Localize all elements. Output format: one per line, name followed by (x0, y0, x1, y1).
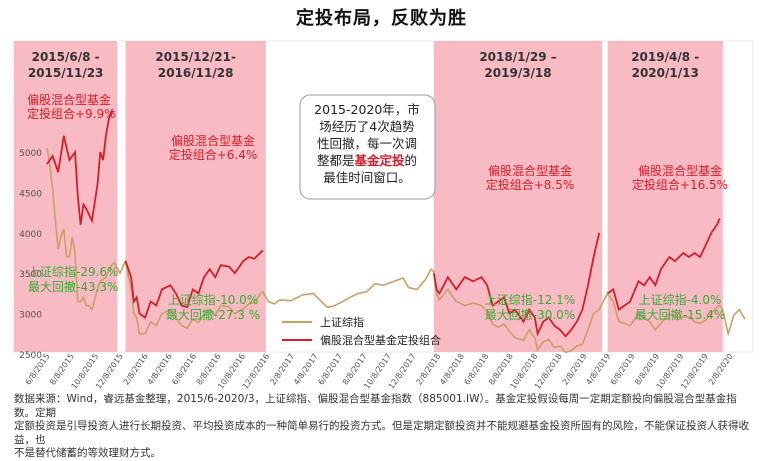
y-tick-label: 4000 (19, 230, 42, 240)
dca-chart: 2015/6/8 - 2015/11/23 2015/12/21- 2016/11/2… (13, 40, 754, 391)
period-shade-3 (433, 41, 603, 352)
fund-label-3-line-1: 偏股混合型基金 (488, 163, 572, 178)
y-tick-label: 2500 (19, 351, 42, 361)
footnote-line-2: 定额投资是引导投资人进行长期投资、平均投资成本的一种简单易行的投资方式。但是定期… (14, 420, 749, 446)
annotation-line-1: 2015-2020年，市 (314, 102, 420, 117)
period-shade-2 (125, 41, 266, 352)
fund-label-1-line-2: 定投组合+9.9% (27, 106, 116, 121)
annotation-box (299, 94, 436, 200)
annotation-line-5: 最佳时间窗口。 (323, 170, 411, 185)
fund-label-4-line-2: 定投组合+16.5% (632, 177, 728, 192)
index-label-2-line-1: 上证综指-10.0% (168, 292, 258, 307)
footnote-line-1: 数据来源：Wind，睿远基金整理，2015/6-2020/3，上证综指、偏股混合… (14, 393, 737, 419)
series-line-fund-1 (46, 110, 115, 225)
period-header-4-line-2: 2020/1/13 (632, 66, 699, 80)
annotation-line-2: 场经历了4次趋势 (319, 119, 415, 134)
x-tick-label: 2/8/2020 (707, 352, 735, 387)
fund-label-2-line-1: 偏股混合型基金 (171, 133, 255, 148)
y-tick-label: 3000 (19, 311, 42, 321)
page-title: 定投布局，反败为胜 (296, 8, 467, 29)
period-header-3-line-2: 2019/3/18 (484, 66, 551, 80)
series-line-fund-3 (432, 232, 601, 338)
index-label-3-line-2: 最大回撤-30.0% (485, 307, 575, 322)
series-line-fund-4 (607, 217, 721, 312)
period-shade-4 (607, 41, 723, 352)
y-tick-label: 3500 (19, 270, 42, 280)
index-label-2-line-2: 最大回撤-27.3 % (166, 307, 260, 322)
y-tick-label: 5000 (19, 149, 42, 159)
period-header-1-line-1: 2015/6/8 - (32, 50, 100, 64)
annotation-highlight: 基金定投 (353, 153, 405, 168)
footnote-line-3: 不是替代储蓄的等效理财方式。 (14, 447, 161, 459)
period-shade-1 (14, 41, 118, 352)
annotation-line-4-suffix: 的 (405, 153, 418, 168)
period-header-2-line-1: 2015/12/21- (155, 50, 236, 64)
period-header-2-line-2: 2016/11/28 (158, 66, 234, 80)
y-tick-label: 4500 (19, 189, 42, 199)
fund-label-4-line-1: 偏股混合型基金 (638, 163, 722, 178)
series-line-index (46, 147, 746, 354)
index-label-4-line-1: 上证综指-4.0% (639, 292, 722, 307)
legend-label-index: 上证综指 (320, 315, 364, 329)
fund-label-3-line-2: 定投组合+8.5% (486, 177, 575, 192)
period-header-4-line-1: 2019/4/8 - (631, 50, 699, 64)
footnote: 数据来源：Wind，睿远基金整理，2015/6-2020/3，上证综指、偏股混合… (14, 393, 754, 461)
index-label-4-line-2: 最大回撤-15.4% (635, 307, 725, 322)
fund-label-2-line-2: 定投组合+6.4% (169, 147, 258, 162)
index-label-1-line-2: 最大回撤-43.3% (28, 279, 118, 294)
annotation-line-4: 整都是基金定投的 (317, 153, 417, 168)
index-label-3-line-1: 上证综指-12.1% (485, 292, 575, 307)
series-line-fund-2 (124, 249, 264, 320)
annotation-line-3: 性回撤，每一次调 (317, 136, 417, 151)
legend-label-fund: 偏股混合型基金定投组合 (320, 333, 441, 347)
period-header-1-line-2: 2015/11/23 (28, 66, 104, 80)
annotation-line-4-prefix: 整都是 (317, 153, 355, 168)
fund-label-1-line-1: 偏股混合型基金 (27, 92, 111, 107)
index-label-1-line-1: 上证综指-29.6% (28, 264, 118, 279)
period-header-3-line-1: 2018/1/29 – (479, 50, 556, 64)
